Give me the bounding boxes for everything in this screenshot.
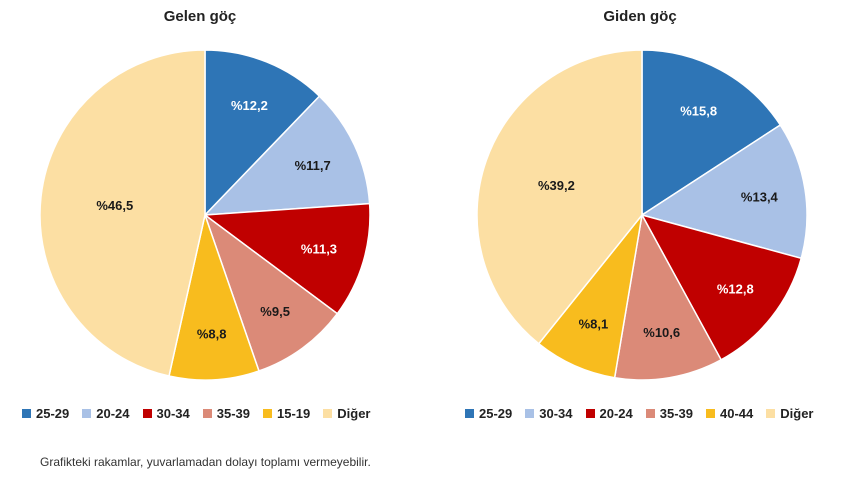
legend: 25-29 30-34 20-24 35-39 40-44 Diğer xyxy=(465,406,813,421)
legend-label: 15-19 xyxy=(277,406,311,421)
legend-item: 15-19 xyxy=(263,406,310,421)
pie-slice-20-24 xyxy=(203,95,371,216)
legend-label: 25-29 xyxy=(479,406,513,421)
legend-swatch xyxy=(525,409,535,418)
legend-label: 20-24 xyxy=(599,406,633,421)
legend-label: 30-34 xyxy=(539,406,573,421)
slice-label: %12,2 xyxy=(231,98,268,113)
slice-label: %12,8 xyxy=(717,282,754,297)
slice-label: %39,2 xyxy=(538,178,575,193)
legend-swatch xyxy=(323,409,333,418)
slice-label: %13,4 xyxy=(741,190,779,205)
pie-slice-di-er xyxy=(476,49,643,345)
legend-item: Diğer xyxy=(323,406,370,421)
chart-title: Giden göç xyxy=(603,8,677,25)
pie-slice-25-29 xyxy=(204,49,321,217)
legend-item: 25-29 xyxy=(22,406,69,421)
chart-title: Gelen göç xyxy=(163,8,237,25)
slice-label: %8,8 xyxy=(197,327,227,342)
legend-item: 30-34 xyxy=(142,406,190,421)
pie-slice-20-24 xyxy=(640,213,803,361)
footnote: Grafikteki rakamlar, yuvarlamadan dolayı… xyxy=(40,455,371,469)
pie-svg: %15,8 %13,4 %12,8 %10,6 %8,1 %39,2 xyxy=(476,49,808,381)
pie-slice-30-34 xyxy=(202,202,371,315)
legend-swatch xyxy=(202,409,212,418)
slice-label: %8,1 xyxy=(579,316,609,331)
slice-label: %15,8 xyxy=(680,104,717,119)
legend-label: Diğer xyxy=(780,406,814,421)
legend-label: 35-39 xyxy=(659,406,693,421)
legend-item: 40-44 xyxy=(706,406,753,421)
slice-label: %10,6 xyxy=(643,325,680,340)
legend-swatch xyxy=(142,409,152,418)
pie-chart-incoming: Gelen göç %12,2 %11,7 %11,3 %9,5 %8,8 %46,5 2… xyxy=(0,0,420,440)
slice-label: %9,5 xyxy=(260,304,290,319)
legend-item: 20-24 xyxy=(585,406,633,421)
legend-item: 30-34 xyxy=(525,406,573,421)
legend-swatch xyxy=(766,409,776,418)
legend-item: 20-24 xyxy=(82,406,130,421)
legend-item: Diğer xyxy=(766,406,813,421)
pie-slice-35-39 xyxy=(613,212,723,381)
legend-swatch xyxy=(22,409,31,418)
legend-swatch xyxy=(585,409,595,418)
legend-item: 35-39 xyxy=(645,406,693,421)
pie-chart-outgoing: Giden göç %15,8 %13,4 %12,8 %10,6 %8,1 %39,2 … xyxy=(430,0,850,440)
legend-swatch xyxy=(465,409,474,418)
legend-label: Diğer xyxy=(337,406,371,421)
legend-swatch xyxy=(645,409,655,418)
pie-slice-15-19 xyxy=(168,212,260,381)
legend-label: 30-34 xyxy=(156,406,190,421)
legend-label: 20-24 xyxy=(96,406,130,421)
legend-swatch xyxy=(706,409,715,418)
legend: 25-29 20-24 30-34 35-39 15-19 Diğer xyxy=(22,406,370,421)
legend-label: 35-39 xyxy=(216,406,250,421)
slice-label: %11,7 xyxy=(295,158,331,173)
legend-swatch xyxy=(82,409,92,418)
pie-slice-35-39 xyxy=(203,212,339,372)
slice-label: %46,5 xyxy=(96,198,133,213)
pie-slice-30-34 xyxy=(640,123,808,260)
legend-label: 25-29 xyxy=(36,406,70,421)
pie-slice-25-29 xyxy=(641,49,782,217)
legend-item: 35-39 xyxy=(202,406,250,421)
legend-item: 25-29 xyxy=(465,406,512,421)
legend-swatch xyxy=(263,409,272,418)
legend-label: 40-44 xyxy=(720,406,754,421)
slice-label: %11,3 xyxy=(301,242,337,257)
pie-slice-di-er xyxy=(39,49,206,377)
pie-svg: %12,2 %11,7 %11,3 %9,5 %8,8 %46,5 xyxy=(39,49,371,381)
